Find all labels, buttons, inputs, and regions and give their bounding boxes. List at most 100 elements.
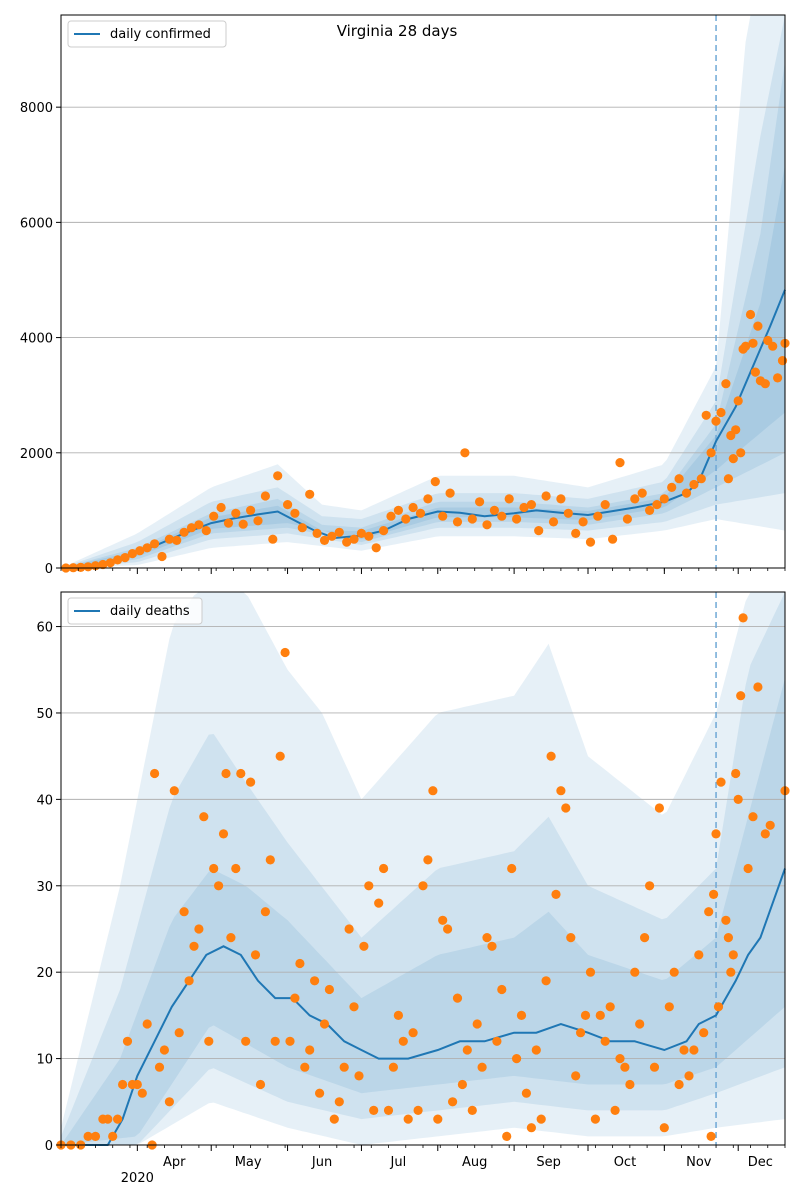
data-point-3 <box>83 562 93 572</box>
y-tick-label-3: 6000 <box>20 216 53 231</box>
data-point-49 <box>310 976 320 986</box>
data-point-128 <box>699 1028 709 1038</box>
data-point-147 <box>765 820 775 830</box>
data-point-130 <box>706 1131 716 1141</box>
data-point-16 <box>150 768 160 779</box>
data-point-13 <box>137 1088 147 1098</box>
data-point-97 <box>736 448 746 458</box>
y-tick-label-3: 30 <box>36 880 53 895</box>
data-point-41 <box>364 531 374 541</box>
data-point-38 <box>342 537 352 547</box>
data-point-84 <box>482 933 492 943</box>
data-point-77 <box>448 1097 458 1107</box>
data-point-95 <box>731 425 741 435</box>
data-point-48 <box>305 1045 315 1055</box>
data-point-34 <box>236 768 246 779</box>
data-point-79 <box>645 505 655 515</box>
data-point-25 <box>246 505 256 515</box>
data-point-82 <box>667 482 677 492</box>
data-point-23 <box>231 508 241 518</box>
y-tick-label-0: 0 <box>45 562 53 577</box>
data-point-143 <box>743 863 753 874</box>
data-point-37 <box>250 950 261 960</box>
data-point-37 <box>334 527 344 537</box>
data-point-47 <box>408 502 418 513</box>
data-point-12 <box>132 1079 142 1090</box>
deaths-legend-label: daily deaths <box>110 604 190 619</box>
data-point-76 <box>443 924 453 934</box>
data-point-90 <box>511 1054 522 1064</box>
data-point-74 <box>433 1114 443 1124</box>
data-point-125 <box>684 1071 694 1081</box>
data-point-131 <box>709 889 719 900</box>
uncertainty-band-0 <box>61 592 785 1145</box>
data-point-46 <box>401 514 411 524</box>
data-point-61 <box>369 1105 379 1115</box>
data-point-55 <box>339 1062 349 1072</box>
data-point-44 <box>386 511 396 521</box>
data-point-27 <box>260 491 270 501</box>
data-point-42 <box>275 751 285 761</box>
data-point-35 <box>319 535 330 546</box>
data-point-59 <box>359 941 369 951</box>
data-point-49 <box>423 494 433 504</box>
data-point-61 <box>511 514 522 524</box>
data-point-50 <box>315 1088 325 1098</box>
confirmed-uncertainty-bands <box>61 15 785 569</box>
data-point-23 <box>184 976 194 986</box>
x-tick-label-sep: Sep <box>536 1155 561 1170</box>
data-point-103 <box>576 1028 586 1038</box>
data-point-24 <box>189 941 199 951</box>
data-point-50 <box>430 477 440 487</box>
data-point-133 <box>713 1002 724 1012</box>
data-point-7 <box>108 1131 118 1141</box>
data-point-20 <box>209 511 219 521</box>
data-point-122 <box>669 967 679 977</box>
data-point-51 <box>319 1019 330 1029</box>
data-point-25 <box>194 924 204 934</box>
data-point-58 <box>354 1071 364 1081</box>
data-point-57 <box>349 1002 359 1012</box>
data-point-73 <box>600 500 610 510</box>
data-point-30 <box>218 829 229 839</box>
data-point-56 <box>344 924 354 934</box>
x-tick-label-aug: Aug <box>462 1155 487 1170</box>
data-point-138 <box>728 950 738 960</box>
deaths-legend-box <box>67 597 203 625</box>
data-point-99 <box>741 341 751 351</box>
data-point-116 <box>640 933 650 943</box>
data-point-95 <box>536 1114 546 1124</box>
data-point-32 <box>297 523 307 533</box>
data-point-16 <box>179 527 189 537</box>
data-point-112 <box>620 1062 630 1072</box>
data-point-69 <box>408 1028 418 1038</box>
data-point-111 <box>615 1054 625 1064</box>
data-point-94 <box>728 454 738 464</box>
data-point-52 <box>324 984 334 995</box>
data-point-89 <box>711 416 721 426</box>
data-point-27 <box>204 1036 214 1046</box>
data-point-39 <box>349 534 359 544</box>
data-point-72 <box>593 511 603 521</box>
data-point-93 <box>526 1123 537 1133</box>
data-point-12 <box>150 539 160 549</box>
data-point-67 <box>556 494 566 504</box>
data-point-60 <box>504 494 514 504</box>
data-point-102 <box>750 367 761 377</box>
data-point-31 <box>290 508 300 518</box>
chart-title: Virginia 28 days <box>337 22 458 40</box>
data-point-53 <box>452 517 463 527</box>
data-point-17 <box>186 523 197 533</box>
uncertainty-band-2 <box>61 678 785 1145</box>
data-point-108 <box>773 373 783 383</box>
data-point-74 <box>608 534 618 544</box>
data-point-73 <box>428 786 438 796</box>
data-point-87 <box>701 410 711 420</box>
data-point-81 <box>467 1105 477 1115</box>
data-point-77 <box>630 494 640 504</box>
data-point-65 <box>388 1062 398 1072</box>
data-point-45 <box>290 993 300 1003</box>
x-year-label: 2020 <box>121 1171 154 1186</box>
data-point-9 <box>118 1079 128 1090</box>
confirmed-legend-label: daily confirmed <box>110 27 211 42</box>
